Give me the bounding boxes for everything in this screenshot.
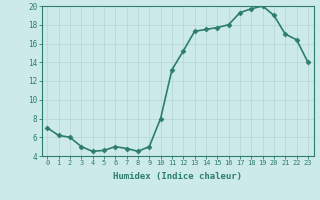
X-axis label: Humidex (Indice chaleur): Humidex (Indice chaleur) [113, 172, 242, 181]
